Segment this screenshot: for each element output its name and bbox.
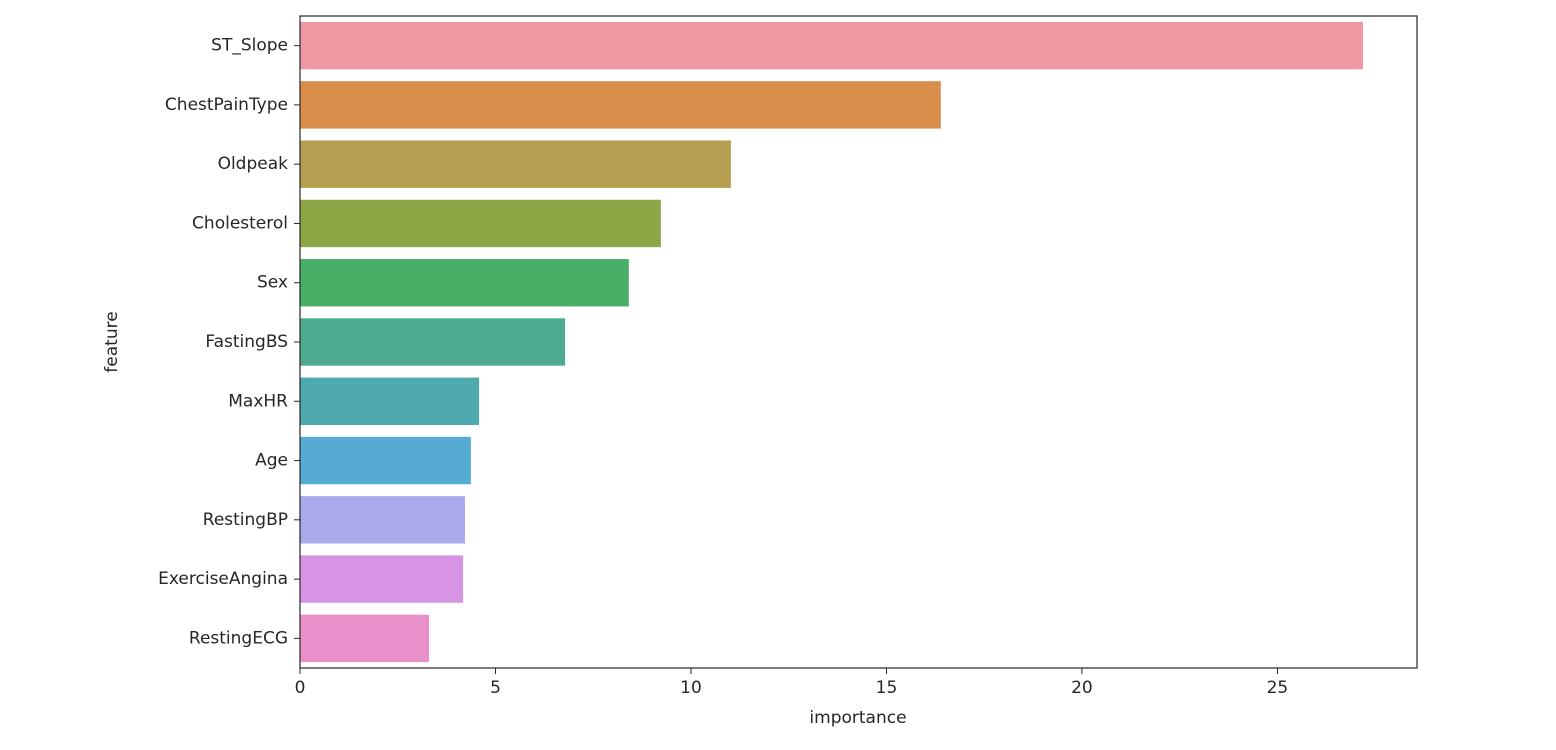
bar bbox=[300, 377, 480, 425]
y-tick-label: RestingECG bbox=[189, 628, 288, 648]
x-tick-label: 0 bbox=[295, 678, 306, 698]
x-tick-label: 15 bbox=[876, 678, 898, 698]
y-tick-label: FastingBS bbox=[205, 332, 288, 352]
bar bbox=[300, 81, 941, 129]
bar bbox=[300, 259, 629, 307]
y-tick-label: Cholesterol bbox=[192, 213, 288, 233]
bar bbox=[300, 555, 464, 603]
y-tick-label: ST_Slope bbox=[211, 36, 288, 56]
x-axis-label: importance bbox=[809, 708, 906, 728]
y-tick-label: ExerciseAngina bbox=[158, 569, 288, 589]
x-tick-label: 10 bbox=[680, 678, 702, 698]
bar bbox=[300, 199, 661, 248]
x-tick-label: 25 bbox=[1267, 678, 1289, 698]
bar bbox=[300, 140, 731, 188]
plot-frame bbox=[299, 15, 1418, 669]
y-tick-label: Age bbox=[255, 451, 288, 471]
y-tick-label: RestingBP bbox=[203, 510, 288, 530]
y-axis-label: feature bbox=[102, 311, 122, 372]
y-tick-label: Oldpeak bbox=[218, 154, 289, 174]
x-tick-label: 20 bbox=[1071, 678, 1093, 698]
y-tick-label: MaxHR bbox=[228, 391, 288, 411]
y-tick-label: ChestPainType bbox=[165, 95, 288, 115]
bar bbox=[300, 436, 471, 485]
y-tick-label: Sex bbox=[257, 273, 288, 293]
bar bbox=[300, 21, 1364, 70]
bar bbox=[300, 318, 566, 366]
x-tick-label: 5 bbox=[490, 678, 501, 698]
bar bbox=[300, 614, 430, 663]
bar bbox=[300, 496, 465, 544]
